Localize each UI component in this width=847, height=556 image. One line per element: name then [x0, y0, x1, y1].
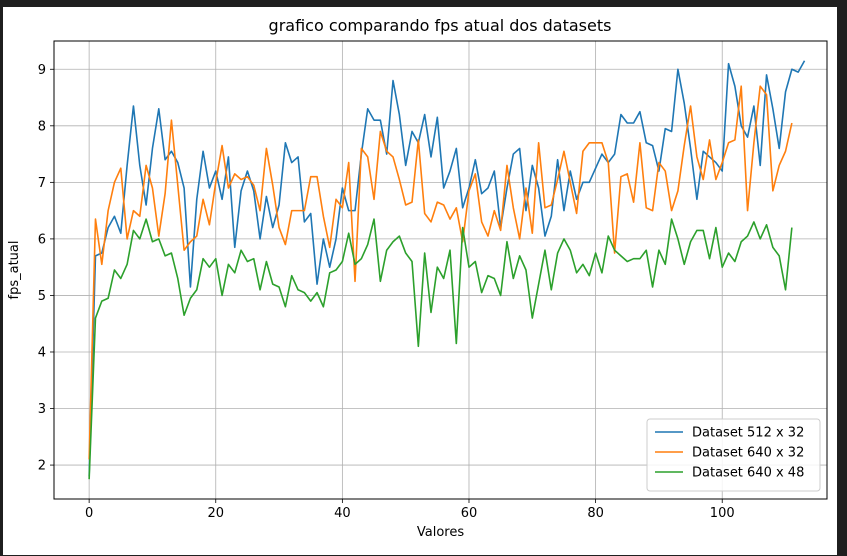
x-axis-label: Valores [417, 525, 464, 540]
series-line-3 [88, 218, 793, 480]
y-axis-label: fps_atual [7, 241, 22, 300]
x-tick-label: 60 [461, 506, 478, 521]
series-lines [88, 60, 806, 480]
y-tick-label: 7 [38, 176, 46, 191]
series-line-2 [88, 85, 793, 460]
y-tick-label: 8 [38, 119, 46, 134]
y-tick-label: 4 [38, 345, 46, 360]
chart-title: grafico comparando fps atual dos dataset… [269, 16, 612, 35]
x-axis-ticks: 0 20 40 60 80 100 [85, 499, 735, 521]
x-tick-label: 80 [587, 506, 604, 521]
legend: Dataset 512 x 32 Dataset 640 x 32 Dataset … [646, 418, 821, 492]
series-line-1 [88, 60, 806, 477]
x-tick-label: 40 [334, 506, 351, 521]
y-tick-label: 2 [38, 459, 46, 474]
x-tick-label: 0 [85, 506, 93, 521]
x-tick-label: 100 [710, 506, 735, 521]
line-chart: grafico comparando fps atual dos dataset… [7, 16, 828, 540]
y-axis-ticks: 2 3 4 5 6 7 8 9 [38, 63, 54, 474]
figure-canvas: grafico comparando fps atual dos dataset… [3, 7, 837, 555]
legend-box [646, 418, 821, 492]
legend-label: Dataset 640 x 48 [692, 466, 804, 481]
plot-area-frame [53, 40, 828, 500]
y-tick-label: 5 [38, 289, 46, 304]
y-tick-label: 3 [38, 402, 46, 417]
x-tick-label: 20 [207, 506, 224, 521]
y-tick-label: 6 [38, 232, 46, 247]
legend-label: Dataset 640 x 32 [692, 446, 804, 461]
y-tick-label: 9 [38, 63, 46, 78]
legend-label: Dataset 512 x 32 [692, 426, 804, 441]
